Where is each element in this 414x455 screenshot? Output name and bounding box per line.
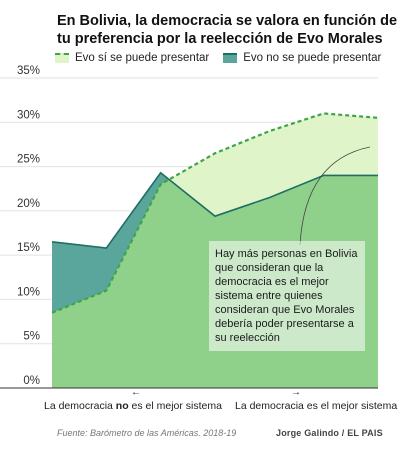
legend-item-si: Evo sí se puede presentar <box>55 52 209 64</box>
y-tick-label: 10% <box>17 286 40 298</box>
legend-swatch-no <box>223 53 238 63</box>
series-line-no <box>51 171 378 249</box>
y-tick-label: 35% <box>17 65 40 77</box>
chart-title: En Bolivia, la democracia se valora en f… <box>57 13 398 47</box>
x-label-left-bold: no <box>115 400 129 412</box>
y-tick-label: 15% <box>17 242 40 254</box>
right-arrow: → <box>291 387 301 398</box>
legend: Evo sí se puede presentar Evo no se pued… <box>55 52 395 64</box>
y-tick-label: 25% <box>17 154 40 166</box>
x-label-left: La democracia no es el mejor sistema <box>44 400 222 412</box>
annotation-box: Hay más personas en Bolivia que consider… <box>209 241 365 351</box>
y-tick-label: 5% <box>23 331 40 343</box>
legend-swatch-si <box>55 53 69 63</box>
annotation-connector <box>299 146 371 246</box>
series-line-si <box>51 112 379 314</box>
x-label-right: La democracia es el mejor sistema <box>235 400 398 412</box>
legend-label-si: Evo sí se puede presentar <box>75 52 210 64</box>
legend-label-no: Evo no se puede presentar <box>243 52 382 64</box>
y-tick-label: 0% <box>23 375 40 387</box>
x-label-left-post: es el mejor sistema <box>128 400 222 412</box>
y-tick-label: 30% <box>17 109 40 121</box>
source-note: Fuente: Barómetro de las Américas. 2018-… <box>57 428 237 438</box>
y-tick-label: 20% <box>17 198 40 210</box>
left-arrow: ← <box>131 387 141 398</box>
x-label-left-pre: La democracia <box>44 400 116 412</box>
legend-item-no: Evo no se puede presentar <box>223 52 381 64</box>
credit: Jorge Galindo / EL PAIS <box>276 428 383 438</box>
